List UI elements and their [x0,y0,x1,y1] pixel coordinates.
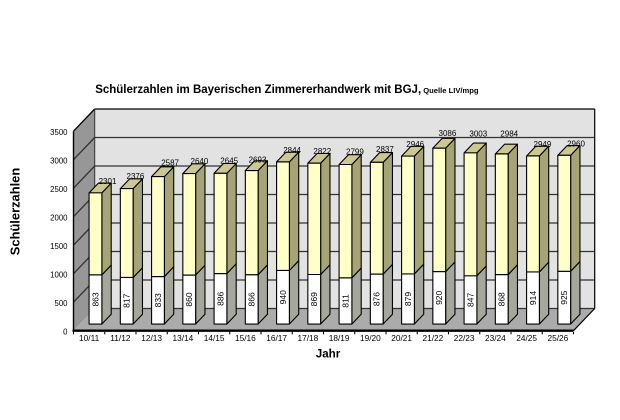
svg-text:Schülerzahlen: Schülerzahlen [8,168,23,256]
svg-text:1500: 1500 [50,242,68,251]
svg-text:14/15: 14/15 [204,333,225,343]
svg-text:10/11: 10/11 [79,333,100,343]
svg-text:0: 0 [63,328,68,337]
svg-text:866: 866 [247,292,257,306]
svg-text:2837: 2837 [376,145,394,154]
svg-text:3000: 3000 [50,157,68,166]
svg-text:19/20: 19/20 [360,333,381,343]
svg-text:925: 925 [559,290,569,304]
svg-text:23/24: 23/24 [485,333,506,343]
svg-text:2822: 2822 [313,147,331,156]
svg-text:22/23: 22/23 [454,333,475,343]
svg-text:Jahr: Jahr [316,348,341,361]
svg-text:817: 817 [122,293,132,307]
svg-text:920: 920 [434,290,444,304]
svg-text:2949: 2949 [534,140,552,149]
svg-text:13/14: 13/14 [172,333,193,343]
svg-text:847: 847 [465,293,475,307]
svg-text:21/22: 21/22 [422,333,443,343]
svg-text:2301: 2301 [99,177,117,186]
svg-text:886: 886 [215,291,225,305]
svg-text:2645: 2645 [220,157,238,166]
svg-text:2640: 2640 [191,157,209,166]
svg-text:11/12: 11/12 [110,333,131,343]
svg-text:860: 860 [184,292,194,306]
svg-text:24/25: 24/25 [516,333,537,343]
svg-text:16/17: 16/17 [266,333,287,343]
svg-text:25/26: 25/26 [547,333,568,343]
svg-text:869: 869 [309,292,319,306]
svg-text:1000: 1000 [50,271,68,280]
svg-text:12/13: 12/13 [141,333,162,343]
svg-text:3086: 3086 [439,129,457,138]
svg-text:15/16: 15/16 [235,333,256,343]
svg-text:876: 876 [372,292,382,306]
svg-text:2799: 2799 [346,148,364,157]
svg-text:2984: 2984 [500,129,518,138]
svg-text:2587: 2587 [161,159,179,168]
svg-text:914: 914 [528,291,538,305]
svg-text:3003: 3003 [469,129,487,138]
svg-text:833: 833 [153,293,163,307]
svg-text:3500: 3500 [50,128,68,137]
svg-text:Schülerzahlen im Bayerischen Z: Schülerzahlen im Bayerischen Zimmererhan… [95,84,479,96]
svg-text:868: 868 [497,292,507,306]
svg-text:500: 500 [54,299,68,308]
svg-text:2946: 2946 [406,140,424,149]
svg-text:2376: 2376 [127,172,145,181]
svg-text:2000: 2000 [50,214,68,223]
svg-text:2960: 2960 [567,139,585,148]
svg-text:18/19: 18/19 [329,333,350,343]
svg-text:2844: 2844 [283,146,301,155]
svg-text:863: 863 [90,292,100,306]
svg-text:20/21: 20/21 [391,333,412,343]
svg-text:811: 811 [340,294,350,308]
svg-text:2693: 2693 [249,155,267,164]
svg-text:17/18: 17/18 [297,333,318,343]
svg-text:940: 940 [278,290,288,304]
svg-text:879: 879 [403,292,413,306]
svg-text:2500: 2500 [50,185,68,194]
